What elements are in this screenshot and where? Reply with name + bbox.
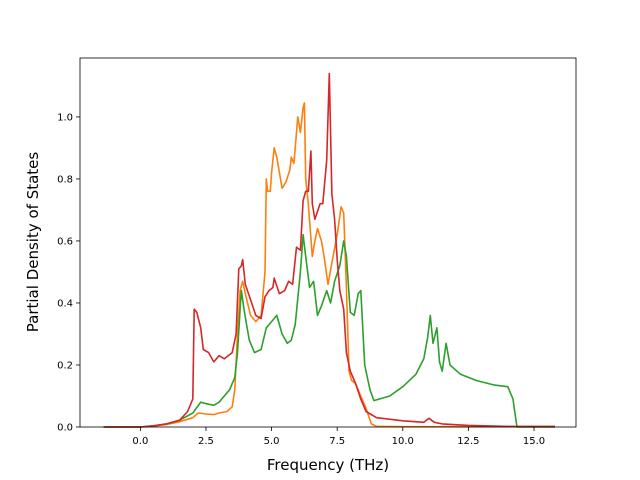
x-tick-label: 2.5 — [198, 436, 214, 447]
y-tick-label: 0.8 — [57, 174, 73, 185]
x-tick-label: 15.0 — [523, 436, 545, 447]
series-line-1 — [103, 102, 555, 428]
x-tick-label: 7.5 — [329, 436, 345, 447]
series-lines — [103, 72, 555, 428]
series-line-3 — [103, 72, 555, 428]
x-tick-label: 12.5 — [457, 436, 479, 447]
x-axis-label: Frequency (THz) — [267, 456, 389, 474]
plot-frame — [79, 57, 577, 428]
series-line-2 — [103, 233, 555, 428]
y-tick-label: 0.4 — [57, 298, 73, 309]
x-axis-ticks: 0.0 2.5 5.0 7.5 10.0 12.5 15.0 — [132, 427, 545, 447]
y-axis-label: Partial Density of States — [24, 152, 42, 333]
y-tick-label: 0.0 — [57, 423, 73, 434]
y-tick-label: 1.0 — [57, 112, 73, 123]
y-tick-label: 0.6 — [57, 236, 73, 247]
y-tick-label: 0.2 — [57, 360, 73, 371]
x-tick-label: 10.0 — [392, 436, 414, 447]
x-tick-label: 0.0 — [132, 436, 148, 447]
y-axis-ticks: 0.0 0.2 0.4 0.6 0.8 1.0 — [57, 112, 80, 434]
x-tick-label: 5.0 — [264, 436, 280, 447]
